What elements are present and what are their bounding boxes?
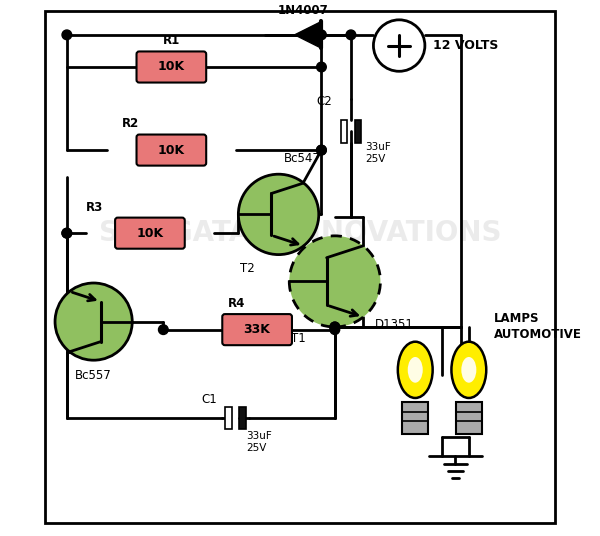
Circle shape	[330, 325, 340, 334]
Circle shape	[238, 174, 319, 255]
FancyBboxPatch shape	[137, 135, 206, 166]
Circle shape	[317, 145, 326, 155]
FancyBboxPatch shape	[222, 314, 292, 345]
Text: 33K: 33K	[244, 323, 271, 336]
Circle shape	[317, 145, 326, 155]
Circle shape	[62, 30, 71, 40]
Circle shape	[289, 236, 380, 327]
Text: 1N4007: 1N4007	[277, 4, 328, 17]
Circle shape	[158, 325, 168, 334]
Text: 33uF
25V: 33uF 25V	[365, 142, 391, 163]
Text: R2: R2	[122, 117, 139, 130]
FancyBboxPatch shape	[137, 51, 206, 83]
Text: R1: R1	[163, 34, 180, 47]
Circle shape	[62, 228, 71, 238]
Text: 12 VOLTS: 12 VOLTS	[433, 39, 499, 52]
FancyBboxPatch shape	[456, 402, 482, 434]
FancyBboxPatch shape	[403, 402, 428, 434]
Text: T1: T1	[290, 332, 305, 345]
Ellipse shape	[451, 342, 486, 398]
Text: 10K: 10K	[158, 61, 185, 73]
Circle shape	[55, 283, 132, 360]
Ellipse shape	[461, 357, 476, 383]
Circle shape	[317, 62, 326, 72]
FancyBboxPatch shape	[239, 407, 246, 429]
FancyBboxPatch shape	[115, 218, 185, 249]
Text: Bc547: Bc547	[284, 152, 321, 165]
Text: 10K: 10K	[158, 144, 185, 157]
Text: R3: R3	[86, 202, 103, 214]
Text: Bc557: Bc557	[75, 369, 112, 382]
Circle shape	[346, 30, 356, 40]
Text: C1: C1	[201, 393, 217, 406]
Text: C2: C2	[316, 95, 332, 108]
Text: 33uF
25V: 33uF 25V	[247, 431, 272, 453]
Text: D1351: D1351	[375, 318, 414, 331]
Text: LAMPS
AUTOMOTIVE: LAMPS AUTOMOTIVE	[494, 312, 582, 341]
Circle shape	[317, 30, 326, 40]
Circle shape	[330, 322, 340, 332]
Ellipse shape	[398, 342, 433, 398]
Ellipse shape	[408, 357, 423, 383]
Polygon shape	[295, 21, 322, 48]
Text: SWAGATAM INNOVATIONS: SWAGATAM INNOVATIONS	[99, 219, 501, 247]
Text: R4: R4	[227, 297, 245, 310]
FancyBboxPatch shape	[355, 120, 361, 143]
Circle shape	[62, 228, 71, 238]
FancyBboxPatch shape	[341, 120, 347, 143]
Text: T2: T2	[239, 262, 254, 274]
Text: 10K: 10K	[136, 227, 163, 240]
Circle shape	[330, 322, 340, 332]
FancyBboxPatch shape	[226, 407, 232, 429]
